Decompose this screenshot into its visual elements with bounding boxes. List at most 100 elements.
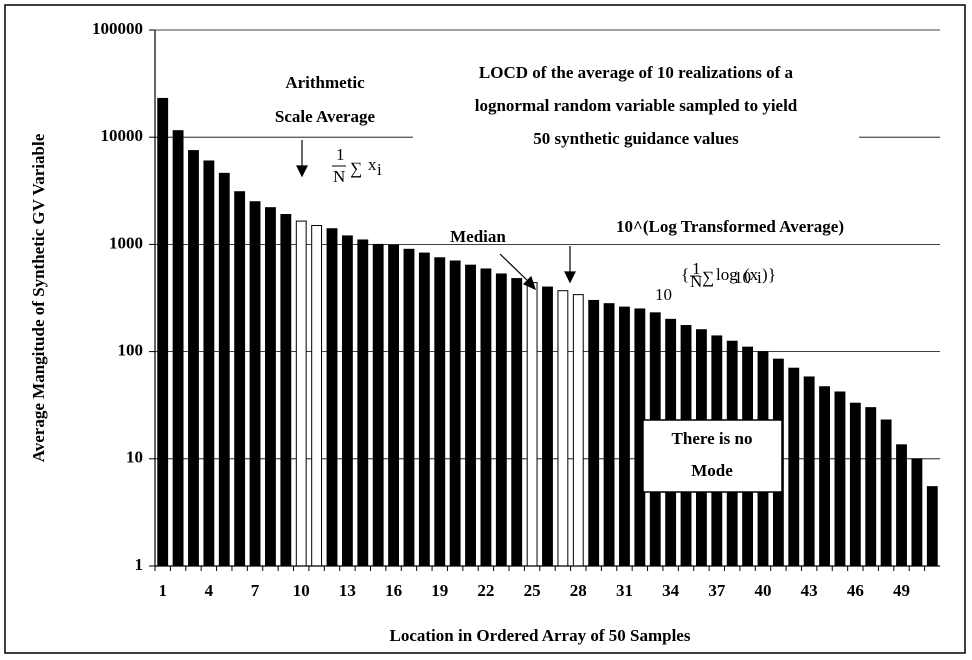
x-tick-label: 28 — [570, 581, 587, 600]
y-tick-label: 100000 — [92, 19, 143, 38]
bar — [218, 172, 230, 567]
x-tick-label: 46 — [847, 581, 864, 600]
bar — [788, 367, 800, 567]
formula-part: ) — [762, 265, 768, 284]
formula-part: N — [690, 272, 702, 291]
bar — [434, 257, 446, 567]
title-box — [413, 58, 859, 162]
formula-part: 10 — [655, 285, 672, 304]
bar — [403, 248, 415, 567]
formula-part: { — [681, 265, 689, 284]
bar — [265, 207, 276, 567]
formula-part: x — [368, 155, 377, 174]
bar — [819, 386, 830, 567]
bar — [295, 220, 307, 567]
bar — [357, 239, 369, 567]
arrow-head — [564, 271, 576, 284]
annotation: Median — [450, 227, 506, 246]
arrow-head — [296, 165, 308, 178]
bar — [172, 130, 184, 567]
arrow-head — [522, 275, 537, 291]
bar — [203, 160, 215, 567]
x-tick-label: 4 — [205, 581, 214, 600]
bar — [372, 243, 384, 567]
bar — [896, 444, 907, 567]
bar — [388, 244, 400, 567]
formula: 1 N ∑ x i 10 { 1 N ∑ log 10 (x i ) } — [332, 145, 776, 304]
x-tick-label: 19 — [431, 581, 448, 600]
y-tick-label: 10000 — [101, 126, 144, 145]
bar — [880, 419, 892, 567]
bar — [511, 278, 523, 567]
bar — [526, 282, 538, 567]
y-tick-label: 10 — [126, 448, 143, 467]
x-tick-label: 43 — [801, 581, 818, 600]
bar — [495, 273, 507, 567]
formula-part: } — [768, 265, 776, 284]
bar — [926, 486, 938, 567]
title: 50 synthetic guidance values — [533, 129, 739, 148]
bar — [557, 290, 569, 567]
bar — [619, 306, 630, 567]
x-tick-label: 37 — [708, 581, 726, 600]
x-tick-label: 31 — [616, 581, 633, 600]
formula-part: i — [377, 160, 382, 179]
annotation: Scale Average — [275, 107, 376, 126]
bar — [465, 264, 476, 567]
formula-part: 10 — [734, 268, 751, 287]
bar — [418, 252, 430, 567]
bar — [834, 391, 846, 567]
x-axis-label: Location in Ordered Array of 50 Samples — [390, 626, 691, 645]
x-tick-label: 1 — [158, 581, 167, 600]
x-tick-label: 7 — [251, 581, 260, 600]
x-tick-label: 16 — [385, 581, 402, 600]
x-tick-label: 34 — [662, 581, 680, 600]
y-tick-label: 100 — [118, 341, 144, 360]
bar — [311, 225, 323, 567]
bar — [157, 97, 169, 567]
bar — [542, 286, 553, 567]
x-tick-label: 49 — [893, 581, 910, 600]
annotation: Mode — [691, 461, 733, 480]
title: LOCD of the average of 10 realizations o… — [479, 63, 794, 82]
bar — [572, 294, 584, 567]
bar — [849, 402, 861, 567]
y-axis-label: Average Mangitude of Synthetic GV Variab… — [29, 133, 48, 462]
formula-part: (x — [744, 265, 759, 284]
formula-part: N — [333, 167, 345, 186]
arrows — [296, 140, 576, 291]
bar — [588, 299, 600, 567]
bar — [249, 201, 261, 567]
formula-part: log — [716, 265, 738, 284]
formula-part: i — [757, 268, 762, 287]
bar — [449, 260, 461, 567]
x-tick-label: 22 — [477, 581, 494, 600]
bar — [803, 376, 815, 567]
x-tick-label: 40 — [754, 581, 771, 600]
y-tick-label: 1 — [135, 555, 144, 574]
formula-part: ∑ — [350, 159, 362, 178]
bar — [480, 268, 492, 567]
annotation: Arithmetic — [285, 73, 365, 92]
mode-box — [642, 419, 783, 493]
formula-part: 1 — [336, 145, 345, 164]
y-tick-label: 1000 — [109, 233, 143, 252]
bar — [341, 235, 353, 567]
bar — [911, 458, 923, 567]
arrow — [499, 253, 531, 284]
bar — [326, 228, 338, 567]
x-tick-label: 13 — [339, 581, 356, 600]
annotation: There is no — [672, 429, 753, 448]
x-tick-label: 10 — [293, 581, 310, 600]
bar — [188, 150, 199, 567]
bar — [865, 407, 877, 567]
annotation: 10^(Log Transformed Average) — [616, 217, 844, 236]
x-tick-label: 25 — [524, 581, 541, 600]
bar — [603, 303, 615, 567]
title: lognormal random variable sampled to yie… — [475, 96, 798, 115]
formula-part: 1 — [692, 259, 701, 278]
formula-part: ∑ — [702, 268, 714, 287]
bar — [280, 214, 292, 567]
bar — [234, 191, 246, 567]
